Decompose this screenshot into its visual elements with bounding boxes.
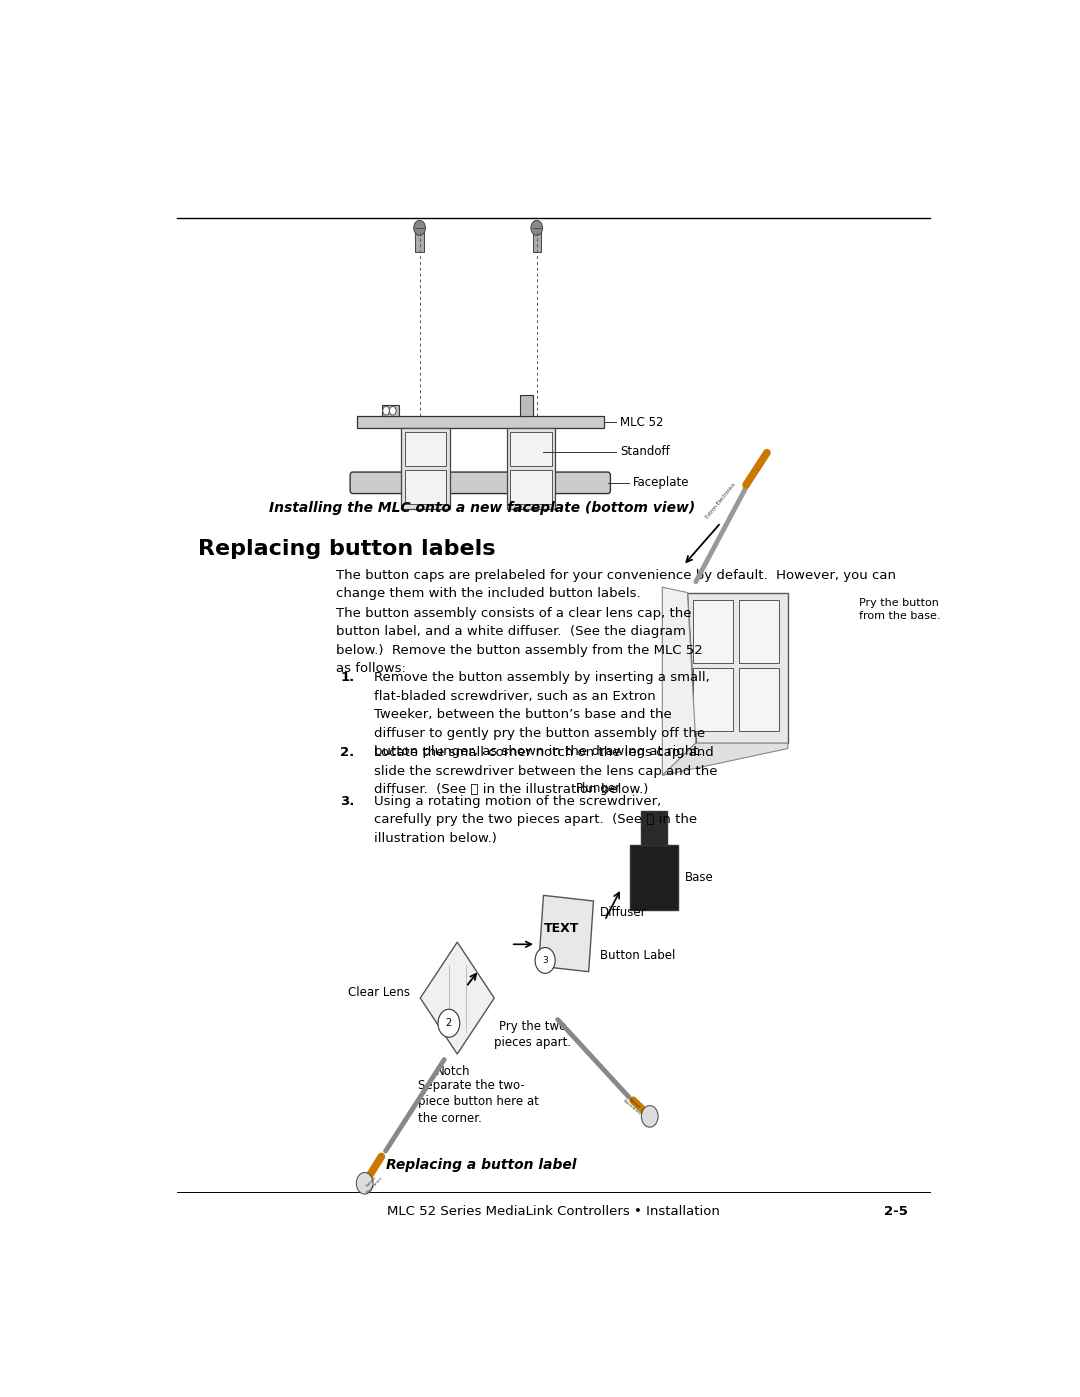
Text: Extron
Electronics: Extron Electronics <box>362 1172 383 1194</box>
Bar <box>416 228 423 251</box>
Text: 2.: 2. <box>340 746 354 760</box>
Text: Clear Lens: Clear Lens <box>348 986 409 999</box>
Text: The button caps are prelabeled for your convenience by default.  However, you ca: The button caps are prelabeled for your … <box>336 569 896 601</box>
Text: Diffuser: Diffuser <box>599 905 646 918</box>
Bar <box>630 845 678 909</box>
Text: Pry the two
pieces apart.: Pry the two pieces apart. <box>494 1020 571 1049</box>
Bar <box>405 471 446 504</box>
Text: Installing the MLC onto a new faceplate (bottom view): Installing the MLC onto a new faceplate … <box>269 500 696 514</box>
Text: Locate the small corner notch on the lens cap, and
slide the screwdriver between: Locate the small corner notch on the len… <box>374 746 717 796</box>
Bar <box>510 432 552 467</box>
Bar <box>405 432 446 467</box>
Text: Faceplate: Faceplate <box>633 476 689 489</box>
Text: MLC 52: MLC 52 <box>620 415 664 429</box>
Text: Remove the button assembly by inserting a small,
flat-bladed screwdriver, such a: Remove the button assembly by inserting … <box>374 671 710 759</box>
Bar <box>532 228 541 251</box>
Text: Replacing a button label: Replacing a button label <box>387 1158 577 1172</box>
Text: TEXT: TEXT <box>544 922 580 935</box>
Bar <box>539 895 594 972</box>
Polygon shape <box>688 592 788 743</box>
Bar <box>640 810 667 845</box>
Polygon shape <box>420 942 495 1053</box>
Text: The button assembly consists of a clear lens cap, the
button label, and a white : The button assembly consists of a clear … <box>336 606 703 675</box>
FancyBboxPatch shape <box>350 472 610 493</box>
Bar <box>414 427 426 475</box>
Bar <box>531 427 542 475</box>
Bar <box>356 416 604 427</box>
Bar <box>401 427 449 509</box>
Text: 3.: 3. <box>340 795 354 807</box>
Text: Extron Electronics: Extron Electronics <box>705 482 737 520</box>
Text: Using a rotating motion of the screwdriver,
carefully pry the two pieces apart. : Using a rotating motion of the screwdriv… <box>374 795 697 845</box>
Text: Pry the button
from the base.: Pry the button from the base. <box>859 598 941 622</box>
Text: Replacing button labels: Replacing button labels <box>198 539 496 559</box>
Bar <box>739 601 779 664</box>
Bar <box>510 471 552 504</box>
Text: 3: 3 <box>542 956 548 965</box>
Text: Notch: Notch <box>436 1065 470 1077</box>
Polygon shape <box>662 743 788 775</box>
Text: Base: Base <box>685 872 714 884</box>
Bar <box>382 405 399 416</box>
Text: Separate the two-
piece button here at
the corner.: Separate the two- piece button here at t… <box>418 1078 539 1125</box>
Text: 1.: 1. <box>340 671 354 685</box>
Bar <box>507 427 555 509</box>
Polygon shape <box>662 587 696 775</box>
Bar <box>521 394 532 416</box>
Bar <box>693 668 733 731</box>
Circle shape <box>414 221 426 236</box>
Text: Extron
Electronics: Extron Electronics <box>622 1095 645 1116</box>
Text: 2-5: 2-5 <box>885 1204 908 1218</box>
Circle shape <box>382 407 390 415</box>
Circle shape <box>531 221 542 236</box>
Text: 2: 2 <box>446 1018 453 1028</box>
Bar <box>693 601 733 664</box>
Circle shape <box>390 407 396 415</box>
Circle shape <box>642 1105 658 1127</box>
Bar <box>739 668 779 731</box>
Text: MLC 52 Series MediaLink Controllers • Installation: MLC 52 Series MediaLink Controllers • In… <box>387 1204 720 1218</box>
Text: Plunger: Plunger <box>576 782 621 795</box>
Circle shape <box>535 947 555 974</box>
Text: Standoff: Standoff <box>620 446 671 458</box>
Circle shape <box>438 1009 460 1037</box>
Text: Button Label: Button Label <box>599 949 675 961</box>
Circle shape <box>356 1172 373 1194</box>
